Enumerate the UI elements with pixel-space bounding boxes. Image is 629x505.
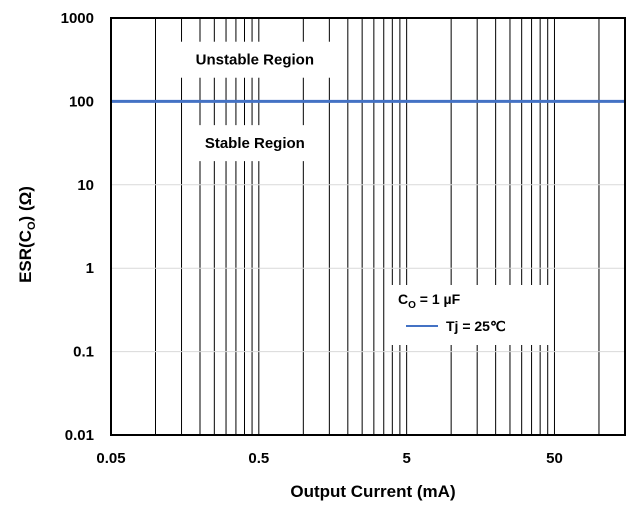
legend-heading: CO = 1 µF (398, 291, 461, 311)
legend: CO = 1 µF Tj = 25℃ (390, 285, 550, 345)
x-gridlines (154, 18, 600, 435)
unstable-region-label: Unstable Region (196, 52, 314, 69)
legend-heading-sub: O (408, 300, 416, 311)
unstable-region-label-background (175, 41, 335, 78)
x-tick-label: 5 (402, 450, 410, 467)
x-axis-title: Output Current (mA) (290, 482, 455, 501)
y-tick-label: 10 (77, 177, 94, 194)
y-tick-labels: 0.01 0.1 1 10 100 1000 (61, 10, 94, 444)
legend-heading-tail: = 1 µF (416, 291, 461, 307)
x-tick-label: 0.05 (96, 450, 125, 467)
x-tick-labels: 0.05 0.5 5 50 (96, 450, 562, 467)
x-tick-label: 50 (546, 450, 563, 467)
legend-background (390, 285, 550, 345)
legend-heading-main: C (398, 291, 408, 307)
y-axis-title: ESR(CO) (Ω) (16, 186, 38, 283)
y-tick-label: 1 (86, 260, 94, 277)
legend-series-label: Tj = 25℃ (446, 318, 506, 334)
stable-region-label: Stable Region (205, 135, 305, 152)
x-tick-label: 0.5 (248, 450, 269, 467)
y-tick-label: 0.01 (65, 427, 94, 444)
stable-region-label-background (183, 125, 326, 162)
y-axis-title-main: ESR(C (16, 230, 35, 283)
y-axis-title-sub: O (26, 221, 38, 230)
y-axis-title-tail: ) (Ω) (16, 186, 35, 221)
y-tick-label: 1000 (61, 10, 94, 27)
plot-area-border (110, 17, 626, 436)
y-tick-label: 0.1 (73, 344, 94, 361)
y-tick-label: 100 (69, 93, 94, 110)
